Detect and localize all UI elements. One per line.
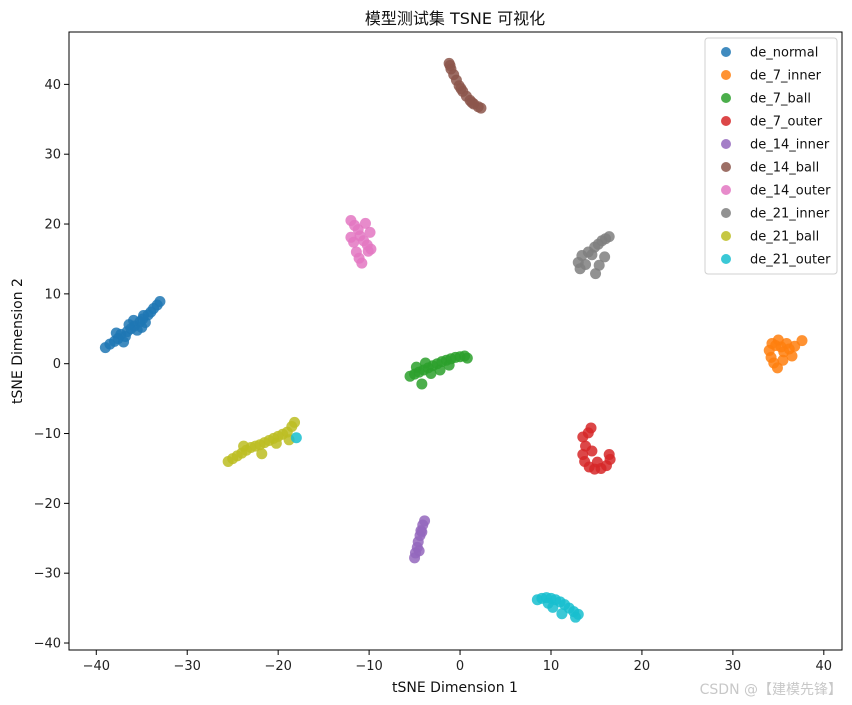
- y-tick-label: 10: [44, 287, 61, 302]
- point-de_21_inner: [603, 231, 615, 243]
- point-de_7_inner: [786, 350, 798, 362]
- legend-marker: [721, 208, 731, 218]
- point-de_14_inner: [419, 515, 431, 527]
- legend-label: de_14_outer: [750, 184, 831, 199]
- y-axis: −40 −30 −20 −10 0 10 20 30 40: [34, 78, 69, 652]
- point-de_normal: [123, 319, 135, 331]
- point-de_7_outer: [603, 448, 615, 460]
- x-tick-label: 10: [543, 659, 560, 674]
- point-de_21_ball: [270, 437, 282, 449]
- legend-label: de_21_ball: [750, 230, 819, 245]
- legend: de_normal de_7_inner de_7_ball de_7_outerde…: [704, 37, 838, 275]
- point-de_21_inner: [574, 263, 586, 275]
- point-de_21_ball: [289, 416, 301, 428]
- point-de_14_outer: [359, 217, 371, 229]
- point-de_21_inner: [590, 268, 602, 280]
- chart-title: 模型测试集 TSNE 可视化: [365, 9, 545, 28]
- point-de_7_ball: [443, 359, 455, 371]
- point-de_21_ball: [238, 440, 250, 452]
- point-de_7_ball: [416, 378, 428, 390]
- point-de_7_ball: [410, 361, 422, 373]
- point-de_14_ball: [475, 102, 487, 114]
- point-de_7_outer: [591, 456, 603, 468]
- point-de_normal: [110, 327, 122, 339]
- x-tick-label: −40: [83, 659, 110, 674]
- legend-marker: [721, 254, 731, 264]
- legend-label: de_normal: [750, 46, 818, 61]
- x-axis: −40 −30 −20 −10 0 10 20 30 40: [83, 650, 833, 674]
- point-de_21_outer: [556, 608, 568, 620]
- y-tick-label: 30: [44, 148, 61, 163]
- point-de_14_outer: [348, 236, 360, 248]
- legend-marker: [721, 116, 731, 126]
- point-de_21_outer: [542, 597, 554, 609]
- point-de_7_ball: [419, 357, 431, 369]
- watermark: CSDN @【建模先锋】: [699, 682, 842, 698]
- point-de_14_inner: [413, 545, 425, 557]
- point-de_7_ball: [461, 352, 473, 364]
- x-tick-label: 0: [456, 659, 464, 674]
- point-de_21_ball: [256, 448, 268, 460]
- point-de_14_ball: [466, 97, 478, 109]
- point-de_14_ball: [444, 60, 456, 72]
- x-tick-label: 40: [816, 659, 833, 674]
- point-de_14_ball: [455, 83, 467, 95]
- x-tick-label: 20: [634, 659, 651, 674]
- legend-label: de_7_inner: [750, 69, 822, 84]
- legend-label: de_21_outer: [750, 253, 831, 268]
- y-axis-title: tSNE Dimension 2: [10, 278, 26, 404]
- point-de_normal: [138, 310, 150, 322]
- legend-marker: [721, 93, 731, 103]
- point-de_14_inner: [416, 526, 428, 538]
- legend-marker: [721, 47, 731, 57]
- scatter-points: [99, 57, 808, 623]
- point-de_14_outer: [362, 245, 374, 257]
- x-tick-label: −20: [264, 659, 291, 674]
- point-de_7_inner: [771, 362, 783, 374]
- point-de_21_outer: [570, 611, 582, 623]
- y-tick-label: −30: [34, 567, 61, 582]
- x-tick-label: 30: [725, 659, 742, 674]
- y-tick-label: −20: [34, 497, 61, 512]
- legend-marker: [721, 139, 731, 149]
- point-de_normal: [154, 296, 166, 308]
- legend-marker: [721, 70, 731, 80]
- point-de_7_outer: [582, 427, 594, 439]
- point-de_7_outer: [586, 445, 598, 457]
- legend-label: de_14_inner: [750, 138, 830, 153]
- y-tick-label: 20: [44, 218, 61, 233]
- point-de_21_inner: [593, 259, 605, 271]
- point-de_7_inner: [796, 335, 808, 347]
- legend-marker: [721, 231, 731, 241]
- legend-label: de_21_inner: [750, 207, 830, 222]
- legend-label: de_7_ball: [750, 92, 811, 107]
- legend-label: de_14_ball: [750, 161, 819, 176]
- point-de_normal: [136, 321, 148, 333]
- point-de_21_outer: [290, 432, 302, 444]
- y-tick-label: −10: [34, 427, 61, 442]
- y-tick-label: 40: [44, 78, 61, 93]
- legend-marker: [721, 185, 731, 195]
- point-de_14_outer: [364, 226, 376, 238]
- plot-area-frame: [68, 31, 843, 651]
- x-tick-label: −30: [174, 659, 201, 674]
- legend-marker: [721, 162, 731, 172]
- x-tick-label: −10: [355, 659, 382, 674]
- point-de_7_inner: [766, 337, 778, 349]
- point-de_14_outer: [356, 257, 368, 269]
- point-de_7_inner: [777, 354, 789, 366]
- point-de_21_inner: [599, 251, 611, 263]
- legend-box: [704, 37, 838, 275]
- point-de_7_ball: [434, 364, 446, 376]
- legend-label: de_7_outer: [750, 115, 823, 130]
- y-tick-label: −40: [34, 637, 61, 652]
- point-de_7_ball: [425, 367, 437, 379]
- point-de_normal: [119, 330, 131, 342]
- y-tick-label: 0: [53, 357, 61, 372]
- x-axis-title: tSNE Dimension 1: [392, 680, 518, 696]
